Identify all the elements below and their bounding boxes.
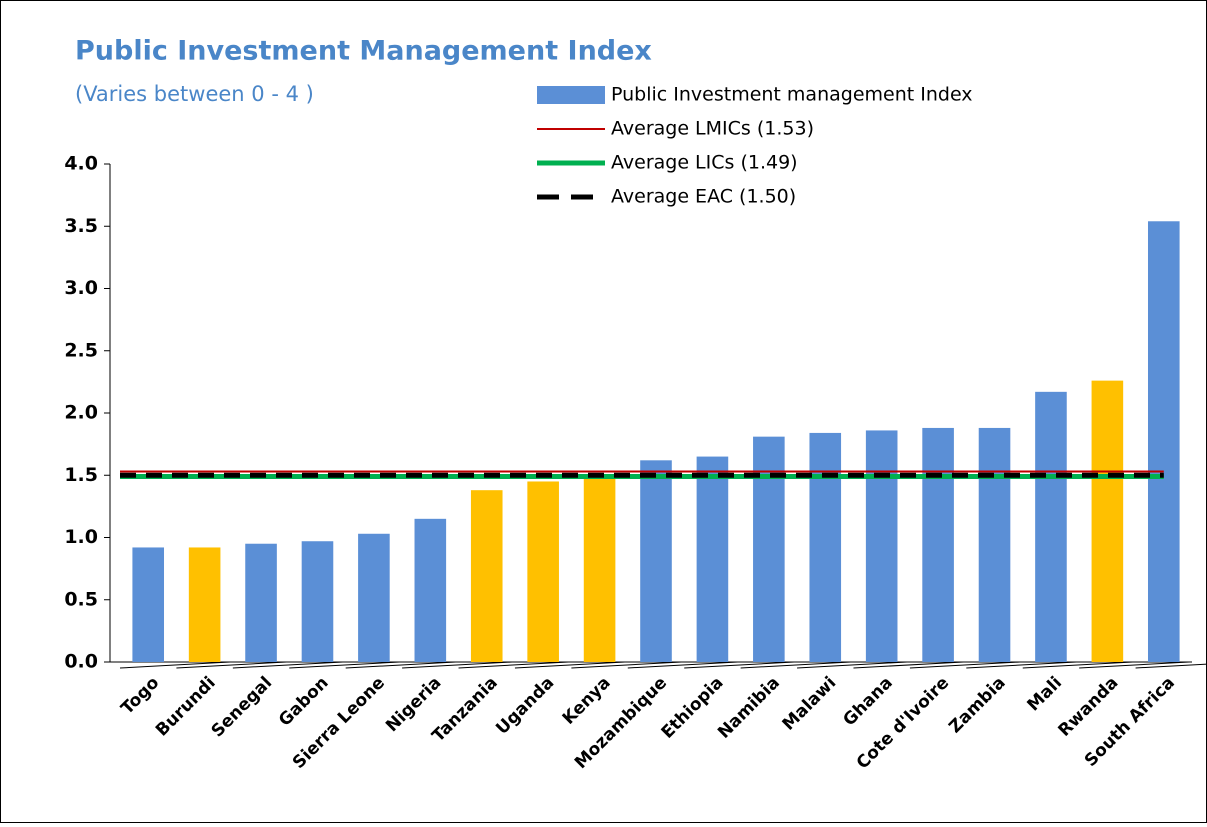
bar (358, 533, 390, 662)
bar (696, 456, 729, 662)
y-tick-label: 2.5 (64, 339, 98, 361)
x-tick (909, 661, 1020, 669)
bar (301, 541, 334, 662)
bar (640, 460, 672, 662)
y-tick-label: 4.0 (64, 153, 98, 175)
legend-swatch (537, 86, 605, 104)
x-tick (1022, 661, 1133, 669)
x-tick (1135, 663, 1207, 669)
legend-label: Average EAC (1.50) (611, 186, 796, 208)
x-tick (1079, 661, 1190, 669)
legend-label: Public Investment management Index (611, 84, 973, 106)
bar (414, 518, 447, 662)
y-tick-label: 0.0 (64, 651, 98, 673)
y-tick-label: 1.5 (64, 464, 98, 486)
bar (753, 436, 785, 662)
bar (865, 430, 898, 662)
x-tick (345, 661, 456, 669)
x-tick (571, 661, 682, 669)
x-tick (740, 661, 851, 669)
bar (1147, 221, 1180, 662)
bar (188, 547, 221, 662)
x-tick (797, 661, 908, 669)
x-tick (232, 661, 343, 669)
x-tick (289, 661, 400, 669)
bar (1091, 380, 1124, 662)
bar (470, 490, 503, 662)
y-tick-label: 1.0 (64, 526, 98, 548)
bar (245, 543, 277, 662)
x-tick (966, 661, 1077, 669)
bar (978, 427, 1011, 662)
bar (922, 427, 954, 662)
x-tick (402, 661, 513, 669)
y-tick-label: 3.0 (64, 277, 98, 299)
chart-subtitle: (Varies between 0 - 4 ) (75, 82, 314, 106)
x-tick (627, 661, 738, 669)
legend-label: Average LICs (1.49) (611, 152, 798, 174)
y-tick-label: 0.5 (64, 588, 98, 610)
chart-title: Public Investment Management Index (75, 36, 652, 67)
x-tick (514, 661, 625, 669)
x-tick (684, 661, 795, 669)
x-tick (176, 661, 287, 669)
bar (132, 547, 165, 662)
y-tick-label: 3.5 (64, 215, 98, 237)
bar (1035, 391, 1067, 662)
x-tick (458, 661, 569, 669)
legend-label: Average LMICs (1.53) (611, 118, 814, 140)
x-tick (853, 661, 964, 669)
bar (809, 432, 842, 662)
y-tick-label: 2.0 (64, 402, 98, 424)
bar (527, 481, 559, 662)
bar (583, 475, 616, 662)
x-tick (119, 661, 231, 669)
